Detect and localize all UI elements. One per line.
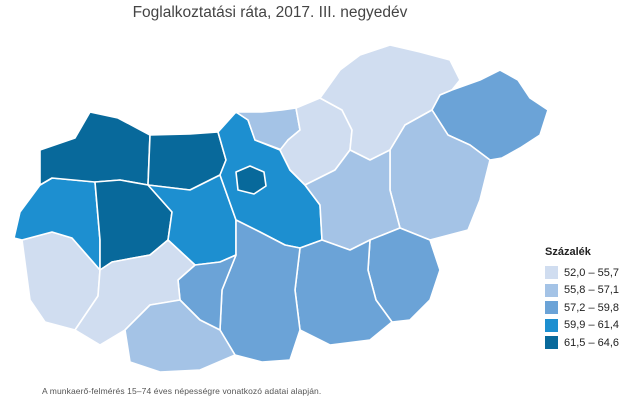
legend-item: 61,5 – 64,6: [545, 334, 619, 352]
map-legend: Százalék 52,0 – 55,7 55,8 – 57,1 57,2 – …: [545, 246, 619, 352]
county-baranya[interactable]: [124, 299, 236, 373]
map-title: Foglalkoztatási ráta, 2017. III. negyedé…: [132, 4, 408, 21]
county-gyor-moson-sopron[interactable]: [39, 111, 151, 186]
legend-swatch: [545, 283, 558, 297]
legend-label: 59,9 – 61,4: [564, 319, 620, 332]
legend-item: 59,9 – 61,4: [545, 317, 619, 335]
county-jasz-nagykun-szolnok[interactable]: [304, 149, 401, 251]
legend-item: 57,2 – 59,8: [545, 299, 619, 317]
legend-label: 57,2 – 59,8: [564, 301, 620, 314]
legend-label: 61,5 – 64,6: [564, 336, 620, 349]
source-note: A munkaerő-felmérés 15–74 éves népességr…: [42, 386, 322, 396]
legend-label: 55,8 – 57,1: [564, 284, 620, 297]
county-budapest[interactable]: [235, 165, 267, 195]
legend-label: 52,0 – 55,7: [564, 266, 620, 279]
legend-item: 55,8 – 57,1: [545, 282, 619, 300]
legend-swatch: [545, 266, 558, 280]
legend-swatch: [545, 301, 558, 315]
legend-item: 52,0 – 55,7: [545, 264, 619, 282]
legend-swatch: [545, 318, 558, 332]
legend-swatch: [545, 336, 558, 350]
legend-title: Százalék: [545, 246, 591, 258]
